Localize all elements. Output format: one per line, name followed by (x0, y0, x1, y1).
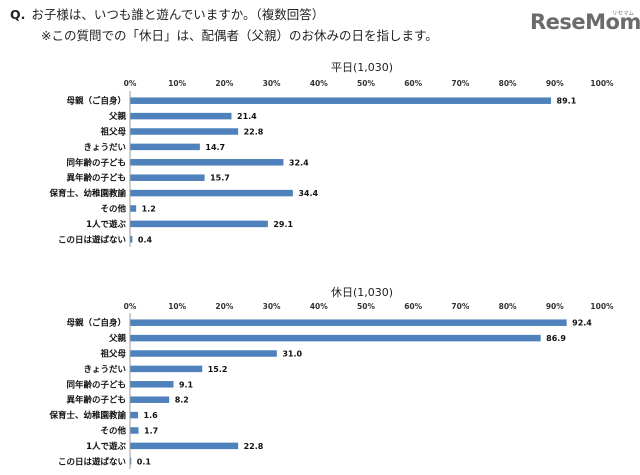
weekday-category-label: 母親（ご自身） (66, 96, 126, 107)
holiday-tick-label: 10% (168, 302, 186, 311)
weekday-tick-label: 100% (590, 79, 614, 88)
holiday-bar (130, 319, 567, 326)
holiday-category-label: きょうだい (83, 365, 126, 375)
weekday-category-label: きょうだい (83, 143, 126, 153)
holiday-bar (130, 334, 541, 342)
holiday-value-label: 1.7 (144, 427, 158, 436)
holiday-category-label: その他 (100, 426, 126, 437)
question-mark: Q. (10, 7, 26, 22)
weekday-category-label: 1人で遊ぶ (86, 219, 126, 230)
weekday-bar (130, 112, 232, 120)
weekday-category-label: 祖父母 (99, 127, 126, 138)
weekday-bar (130, 174, 205, 181)
holiday-chart-svg: 休日(1,030) 0% 10% 20% 30% 40% 50% 60% 70% 80% 90% 10… (48, 286, 614, 469)
weekday-value-label: 14.7 (205, 143, 225, 152)
weekday-chart: 平日(1,030) 0% 10% 20% 30% 40% 50% 60% 70% 80% 90% 10… (0, 55, 640, 250)
weekday-category-label: 同年齢の子ども (66, 157, 126, 168)
holiday-value-label: 1.6 (144, 411, 159, 420)
weekday-value-label: 22.8 (244, 128, 264, 137)
weekday-bar (130, 128, 239, 135)
weekday-value-label: 34.4 (298, 189, 318, 198)
holiday-bar (130, 396, 170, 403)
holiday-bar (130, 365, 203, 373)
question-note: ※この質問での「休日」は、配偶者（父親）のお休みの日を指します。 (41, 28, 438, 43)
weekday-tick-label: 50% (357, 79, 375, 88)
holiday-bar (130, 442, 239, 450)
holiday-tick-label: 40% (310, 302, 328, 311)
holiday-category-label: 父親 (108, 333, 127, 344)
weekday-category-label: 保育士、幼稚園教諭 (48, 188, 126, 199)
holiday-bar (130, 458, 132, 465)
weekday-value-label: 0.4 (138, 235, 153, 244)
weekday-tick-label: 80% (499, 79, 517, 88)
question-line: Q. お子様は、いつも誰と遊んでいますか。（複数回答） (10, 4, 324, 23)
holiday-category-label: 異年齢の子ども (66, 395, 126, 406)
weekday-tick-label: 20% (215, 79, 233, 88)
holiday-bar (130, 381, 174, 388)
holiday-bar (130, 411, 139, 419)
weekday-bar (130, 220, 268, 228)
holiday-chart-title: 休日(1,030) (331, 286, 393, 299)
holiday-tick-label: 60% (404, 302, 422, 311)
weekday-bar (130, 189, 293, 197)
weekday-tick-label: 30% (263, 79, 281, 88)
logo-text: ReseMom (530, 10, 640, 34)
weekday-value-label: 1.2 (142, 205, 156, 214)
weekday-category-label: この日は遊ばない (58, 234, 126, 245)
weekday-chart-title: 平日(1,030) (331, 61, 393, 74)
weekday-bar (130, 97, 552, 104)
holiday-tick-label: 50% (357, 302, 375, 311)
weekday-tick-label: 40% (310, 79, 328, 88)
weekday-bar (130, 205, 137, 212)
weekday-chart-svg: 平日(1,030) 0% 10% 20% 30% 40% 50% 60% 70% 80% 90% 10… (48, 61, 614, 247)
weekday-value-label: 32.4 (289, 158, 309, 167)
resemom-logo: ReseMom リセマム (530, 10, 640, 42)
holiday-value-label: 15.2 (208, 365, 228, 374)
weekday-value-label: 15.7 (210, 174, 230, 183)
weekday-value-label: 29.1 (273, 220, 293, 229)
weekday-value-label: 89.1 (557, 97, 577, 106)
weekday-category-label: 父親 (108, 111, 127, 122)
holiday-tick-label: 100% (590, 302, 614, 311)
holiday-value-label: 92.4 (572, 319, 592, 328)
holiday-value-label: 31.0 (282, 350, 302, 359)
holiday-category-label: 祖父母 (99, 349, 126, 360)
weekday-value-label: 21.4 (237, 112, 257, 121)
holiday-value-label: 8.2 (175, 396, 189, 405)
holiday-value-label: 0.1 (137, 457, 152, 466)
weekday-tick-label: 0% (124, 79, 137, 88)
holiday-category-label: 母親（ご自身） (66, 318, 126, 329)
weekday-category-label: 異年齢の子ども (66, 173, 126, 184)
holiday-category-label: 同年齢の子ども (66, 379, 126, 390)
weekday-bar (130, 236, 133, 243)
weekday-tick-label: 10% (168, 79, 186, 88)
holiday-tick-label: 90% (546, 302, 564, 311)
holiday-value-label: 22.8 (244, 442, 264, 451)
holiday-value-label: 86.9 (546, 334, 566, 343)
weekday-bar (130, 159, 284, 166)
weekday-bar (130, 143, 200, 151)
holiday-tick-label: 70% (451, 302, 469, 311)
holiday-category-label: 保育士、幼稚園教諭 (48, 410, 126, 421)
holiday-chart: 休日(1,030) 0% 10% 20% 30% 40% 50% 60% 70% 80% 90% 10… (0, 283, 640, 473)
question-text: お子様は、いつも誰と遊んでいますか。（複数回答） (31, 7, 325, 22)
holiday-value-label: 9.1 (179, 380, 194, 389)
holiday-tick-label: 30% (263, 302, 281, 311)
logo-subtext: リセマム (611, 11, 634, 17)
holiday-category-label: 1人で遊ぶ (86, 441, 126, 452)
holiday-bar (130, 427, 139, 434)
holiday-category-label: この日は遊ばない (58, 456, 126, 467)
holiday-bar (130, 350, 277, 357)
weekday-tick-label: 70% (451, 79, 469, 88)
holiday-tick-label: 20% (215, 302, 233, 311)
weekday-category-label: その他 (100, 204, 126, 215)
weekday-tick-label: 60% (404, 79, 422, 88)
holiday-tick-label: 0% (124, 302, 137, 311)
weekday-tick-label: 90% (546, 79, 564, 88)
holiday-tick-label: 80% (499, 302, 517, 311)
